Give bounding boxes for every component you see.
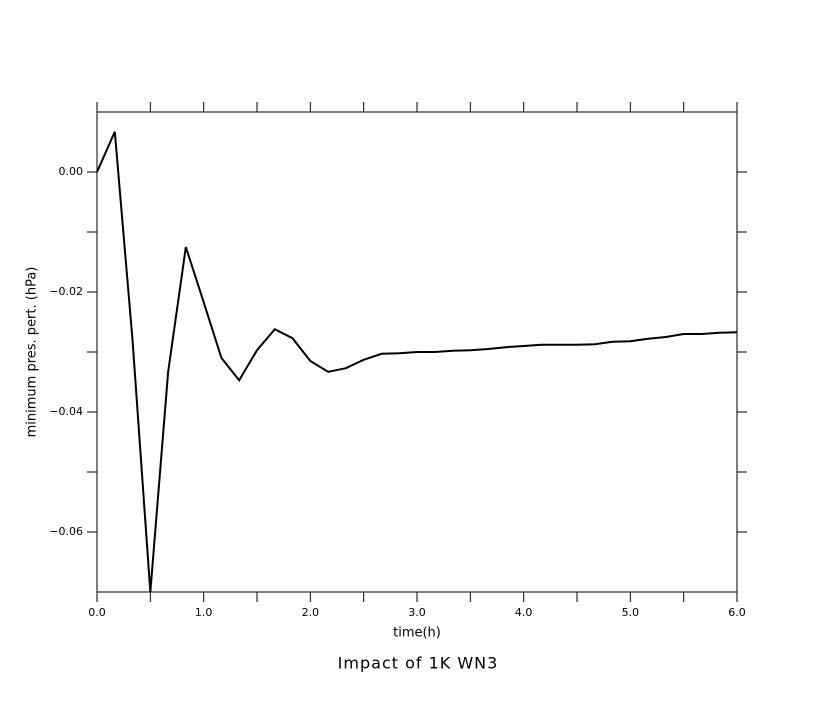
- y-tick-label: −0.06: [49, 525, 83, 538]
- x-tick-label: 3.0: [408, 606, 426, 619]
- chart-title: Impact of 1K WN3: [338, 654, 499, 673]
- x-tick-label: 5.0: [622, 606, 640, 619]
- y-tick-label: 0.00: [59, 165, 84, 178]
- x-tick-label: 0.0: [88, 606, 106, 619]
- data-line: [96, 131, 738, 593]
- x-axis-label: time(h): [393, 626, 441, 641]
- x-tick-label: 6.0: [728, 606, 746, 619]
- y-tick-label: −0.04: [49, 405, 83, 418]
- y-axis-label: minimum pres. pert. (hPa): [25, 267, 40, 438]
- x-tick-label: 4.0: [515, 606, 533, 619]
- x-tick-label: 2.0: [302, 606, 320, 619]
- y-tick-label: −0.02: [49, 285, 83, 298]
- x-tick-label: 1.0: [195, 606, 213, 619]
